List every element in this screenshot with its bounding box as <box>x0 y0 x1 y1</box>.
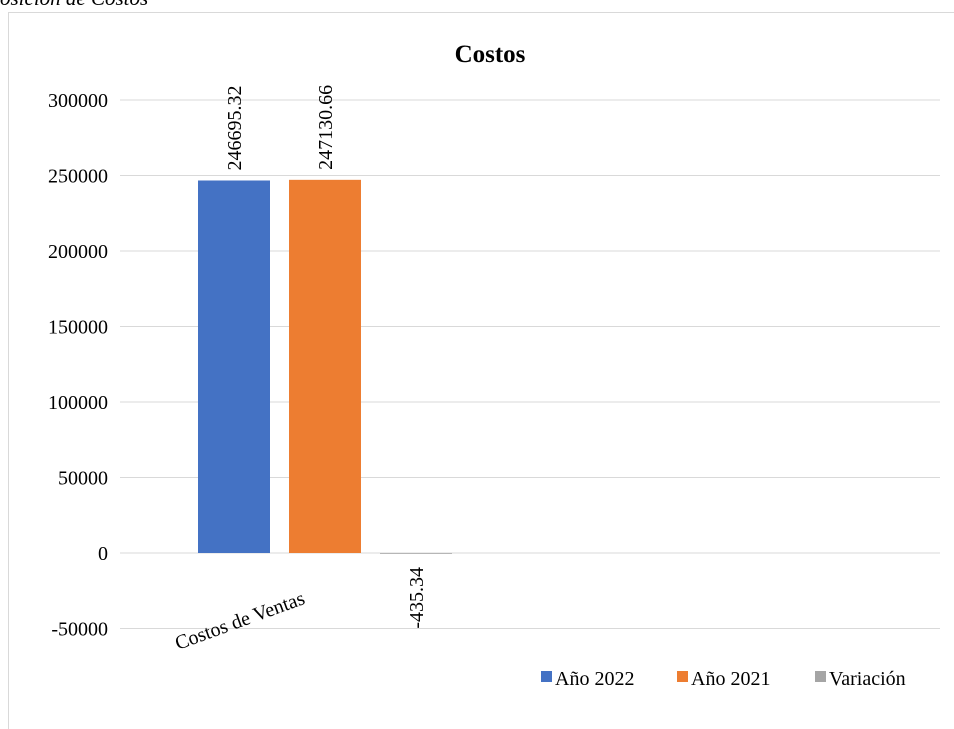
y-tick-label: 200000 <box>48 241 108 263</box>
legend-swatch <box>677 671 688 682</box>
legend-label: Año 2021 <box>691 668 770 690</box>
figure-caption: osición de Costos <box>0 0 148 11</box>
data-label: -435.34 <box>406 567 428 629</box>
bar-año-2021 <box>289 179 361 553</box>
legend-swatch <box>815 671 826 682</box>
y-tick-label: 300000 <box>48 90 108 112</box>
bar-año-2022 <box>198 180 270 554</box>
chart-frame <box>8 12 954 729</box>
legend-swatch <box>541 671 552 682</box>
x-category-label: Costos de Ventas <box>172 587 308 654</box>
y-tick-label: -50000 <box>51 619 108 641</box>
bar-variación <box>380 553 452 554</box>
data-label: 246695.32 <box>224 85 246 170</box>
y-tick-label: 100000 <box>48 392 108 414</box>
legend-label: Año 2022 <box>555 668 634 690</box>
y-tick-label: 250000 <box>48 166 108 188</box>
y-tick-label: 0 <box>98 543 108 565</box>
legend-label: Variación <box>829 668 906 690</box>
y-tick-label: 150000 <box>48 317 108 339</box>
data-label: 247130.66 <box>315 85 337 170</box>
y-tick-label: 50000 <box>58 468 108 490</box>
chart-title: Costos <box>455 41 526 68</box>
